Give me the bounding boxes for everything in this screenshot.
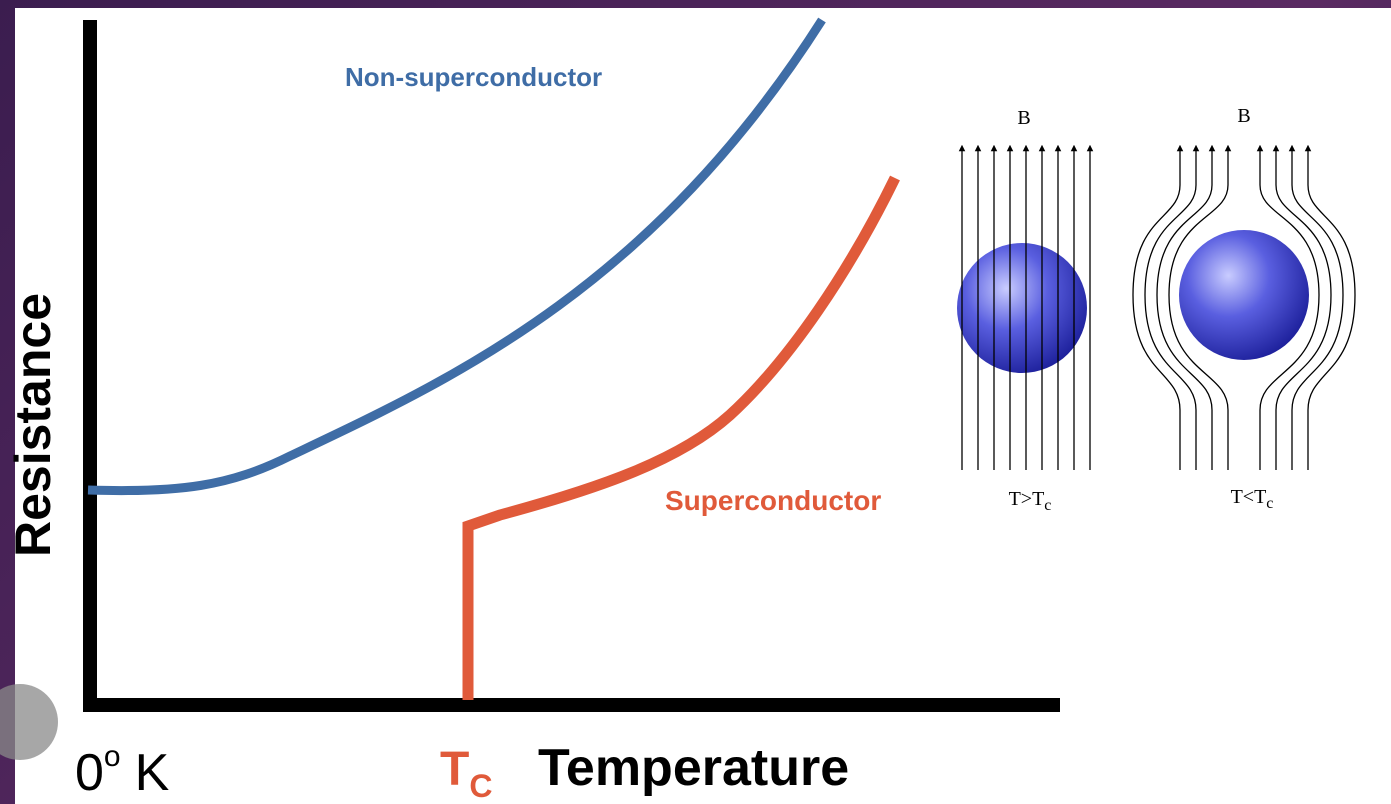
condition-text: T>T [1009, 488, 1045, 510]
y-axis-label: Resistance [5, 293, 61, 557]
x-axis-label: Temperature [538, 739, 849, 797]
field-label: B [1017, 107, 1030, 129]
page: Non-superconductor Superconductor Resist… [0, 0, 1391, 804]
normal-label: Non-superconductor [345, 62, 602, 92]
origin-degree: o [104, 740, 121, 773]
condition-subscript: c [1266, 495, 1273, 512]
tc-subscript: C [469, 768, 492, 804]
sphere [957, 243, 1087, 373]
tc-symbol: T [440, 743, 469, 796]
origin-number: 0 [75, 744, 104, 802]
panel [15, 8, 1391, 804]
condition-text: T<T [1231, 486, 1267, 508]
sphere [1179, 230, 1309, 360]
field-label: B [1237, 105, 1250, 127]
origin-unit: K [135, 744, 170, 802]
figure: Non-superconductor Superconductor Resist… [0, 0, 1391, 804]
condition-subscript: c [1044, 497, 1051, 514]
super-label: Superconductor [665, 485, 881, 516]
